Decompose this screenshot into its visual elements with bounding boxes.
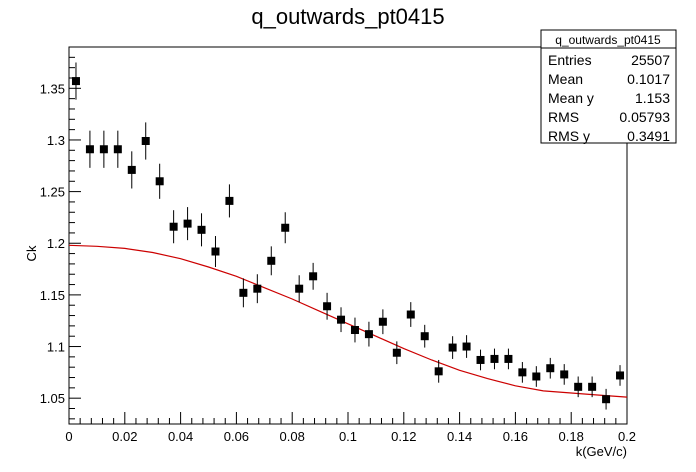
data-point — [588, 382, 597, 391]
data-point — [295, 284, 304, 293]
stats-row-value: 1.153 — [635, 90, 670, 106]
data-point — [364, 330, 373, 339]
data-point — [267, 256, 276, 265]
stats-row-value: 25507 — [631, 52, 670, 68]
y-tick-label: 1.25 — [40, 185, 65, 200]
y-axis-ticks: 1.05 1.1 1.15 1.2 1.25 1.3 1.35 — [40, 46, 81, 420]
data-point — [490, 354, 499, 363]
y-tick-label: 1.15 — [40, 288, 65, 303]
x-tick-label: 0.16 — [503, 429, 528, 444]
data-point — [602, 395, 611, 404]
data-point — [155, 177, 164, 186]
x-tick-label: 0.2 — [618, 429, 636, 444]
data-point — [337, 315, 346, 324]
data-point — [141, 136, 150, 145]
data-point — [518, 368, 527, 377]
stats-row-label: Entries — [548, 52, 592, 68]
data-point — [323, 302, 332, 311]
data-points — [71, 62, 625, 410]
data-point — [434, 367, 443, 376]
y-tick-label: 1.1 — [47, 340, 65, 355]
data-point — [211, 247, 220, 256]
data-point — [350, 326, 359, 335]
fit-curve — [68, 244, 628, 398]
x-tick-label: 0.02 — [112, 429, 137, 444]
data-point — [476, 355, 485, 364]
x-axis-ticks: 0 0.02 0.04 0.06 0.08 0.1 0.12 0.14 0.16 0.18 0.2 — [65, 412, 636, 444]
chart-title: q_outwards_pt0415 — [251, 4, 444, 29]
x-tick-label: 0.06 — [224, 429, 249, 444]
data-point — [448, 343, 457, 352]
stats-row-label: Mean y — [548, 90, 594, 106]
stats-row-value: 0.05793 — [619, 109, 670, 125]
y-tick-label: 1.05 — [40, 391, 65, 406]
data-point — [406, 310, 415, 319]
stats-box-rows: Entries 25507 Mean 0.1017 Mean y 1.153 RMS 0.05… — [548, 52, 670, 144]
data-point — [616, 371, 625, 380]
data-point — [281, 223, 290, 232]
data-point — [71, 77, 80, 86]
x-axis-label: k(GeV/c) — [576, 444, 627, 459]
y-tick-label: 1.3 — [47, 133, 65, 148]
y-tick-label: 1.2 — [47, 236, 65, 251]
data-point — [225, 196, 234, 205]
stats-box-frame — [540, 29, 677, 144]
data-point — [169, 222, 178, 231]
stats-box: q_outwards_pt0415 Entries 25507 Mean 0.1017… — [540, 29, 677, 144]
stats-row-label: RMS y — [548, 128, 590, 144]
x-tick-label: 0.18 — [559, 429, 584, 444]
data-point — [183, 219, 192, 228]
data-point — [504, 354, 513, 363]
data-point — [392, 348, 401, 357]
stats-row-label: RMS — [548, 109, 579, 125]
y-tick-label: 1.35 — [40, 81, 65, 96]
data-point — [420, 332, 429, 341]
x-tick-label: 0.08 — [280, 429, 305, 444]
x-tick-label: 0.04 — [168, 429, 193, 444]
data-point — [574, 382, 583, 391]
data-point — [546, 364, 555, 373]
fit-layer — [68, 244, 628, 398]
x-tick-label: 0.1 — [339, 429, 357, 444]
data-point — [99, 145, 108, 154]
x-tick-label: 0.12 — [391, 429, 416, 444]
stats-row-label: Mean — [548, 71, 583, 87]
data-point — [113, 145, 122, 154]
y-axis-label: Ck — [24, 245, 39, 261]
data-point — [532, 372, 541, 381]
data-point — [462, 342, 471, 351]
x-tick-label: 0 — [65, 429, 72, 444]
data-point — [197, 225, 206, 234]
stats-box-title: q_outwards_pt0415 — [555, 33, 661, 47]
stats-row-value: 0.1017 — [627, 71, 670, 87]
data-point — [560, 370, 569, 379]
data-point — [309, 272, 318, 281]
data-point — [85, 145, 94, 154]
data-point — [378, 317, 387, 326]
x-tick-label: 0.14 — [447, 429, 472, 444]
data-point — [127, 165, 136, 174]
stats-row-value: 0.3491 — [627, 128, 670, 144]
data-point — [253, 284, 262, 293]
data-point — [239, 288, 248, 297]
